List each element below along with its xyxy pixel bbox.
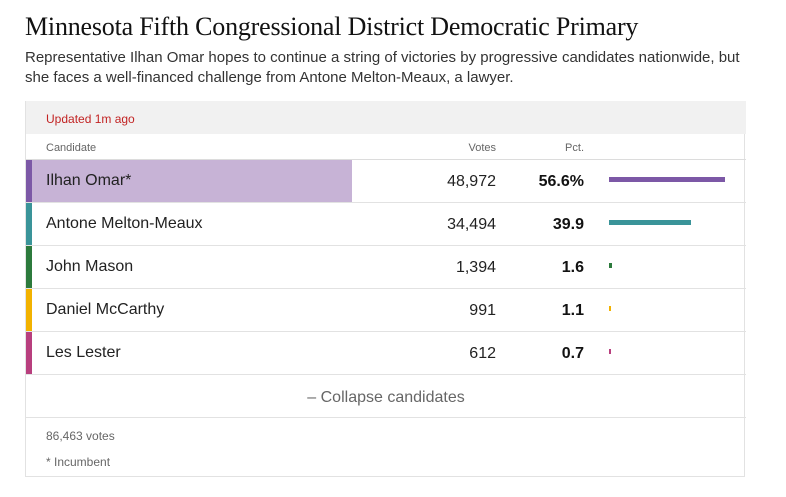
column-header-votes: Votes [468,142,496,154]
vote-share-bar [609,263,612,268]
candidate-pct: 1.6 [561,259,584,276]
candidate-name: Daniel McCarthy [46,301,165,318]
candidate-color-stripe [26,203,32,245]
table-row: Daniel McCarthy 991 1.1 [26,289,746,332]
vote-share-bar [609,349,611,354]
table-header: Candidate Votes Pct. [26,134,746,160]
table-row: Ilhan Omar* 48,972 56.6% [26,160,746,203]
candidate-pct: 39.9 [552,216,584,233]
incumbent-footnote: * Incumbent [46,455,111,469]
table-row: Les Lester 612 0.7 [26,332,746,375]
candidate-color-stripe [26,332,32,374]
vote-share-bar [609,306,611,311]
candidate-votes: 612 [469,345,496,362]
leader-highlight [26,160,352,202]
candidate-pct: 56.6% [538,173,584,190]
collapse-candidates-button[interactable]: – Collapse candidates [26,375,746,418]
candidate-pct: 1.1 [561,302,584,319]
table-row: John Mason 1,394 1.6 [26,246,746,289]
table-row: Antone Melton-Meaux 34,494 39.9 [26,203,746,246]
candidate-votes: 991 [469,302,496,319]
updated-timestamp: Updated 1m ago [46,112,135,126]
candidate-name: John Mason [46,258,134,275]
candidate-name: Les Lester [46,344,121,361]
total-votes: 86,463 votes [46,429,115,443]
candidate-pct: 0.7 [561,345,584,362]
candidate-color-stripe [26,160,32,202]
candidate-color-stripe [26,246,32,288]
vote-share-bar [609,177,725,182]
column-header-pct: Pct. [565,142,584,154]
results-table: Updated 1m ago Candidate Votes Pct. Ilha… [25,101,746,477]
page-subtitle: Representative Ilhan Omar hopes to conti… [25,49,740,86]
candidate-name: Antone Melton-Meaux [46,215,203,232]
vote-share-bar [609,220,691,225]
candidate-votes: 48,972 [447,173,496,190]
candidate-votes: 34,494 [447,216,496,233]
candidate-votes: 1,394 [455,259,496,276]
page-title: Minnesota Fifth Congressional District D… [25,12,639,41]
candidate-name: Ilhan Omar* [46,172,132,189]
updated-bar: Updated 1m ago [26,101,746,134]
candidate-color-stripe [26,289,32,331]
column-header-candidate: Candidate [46,142,97,154]
